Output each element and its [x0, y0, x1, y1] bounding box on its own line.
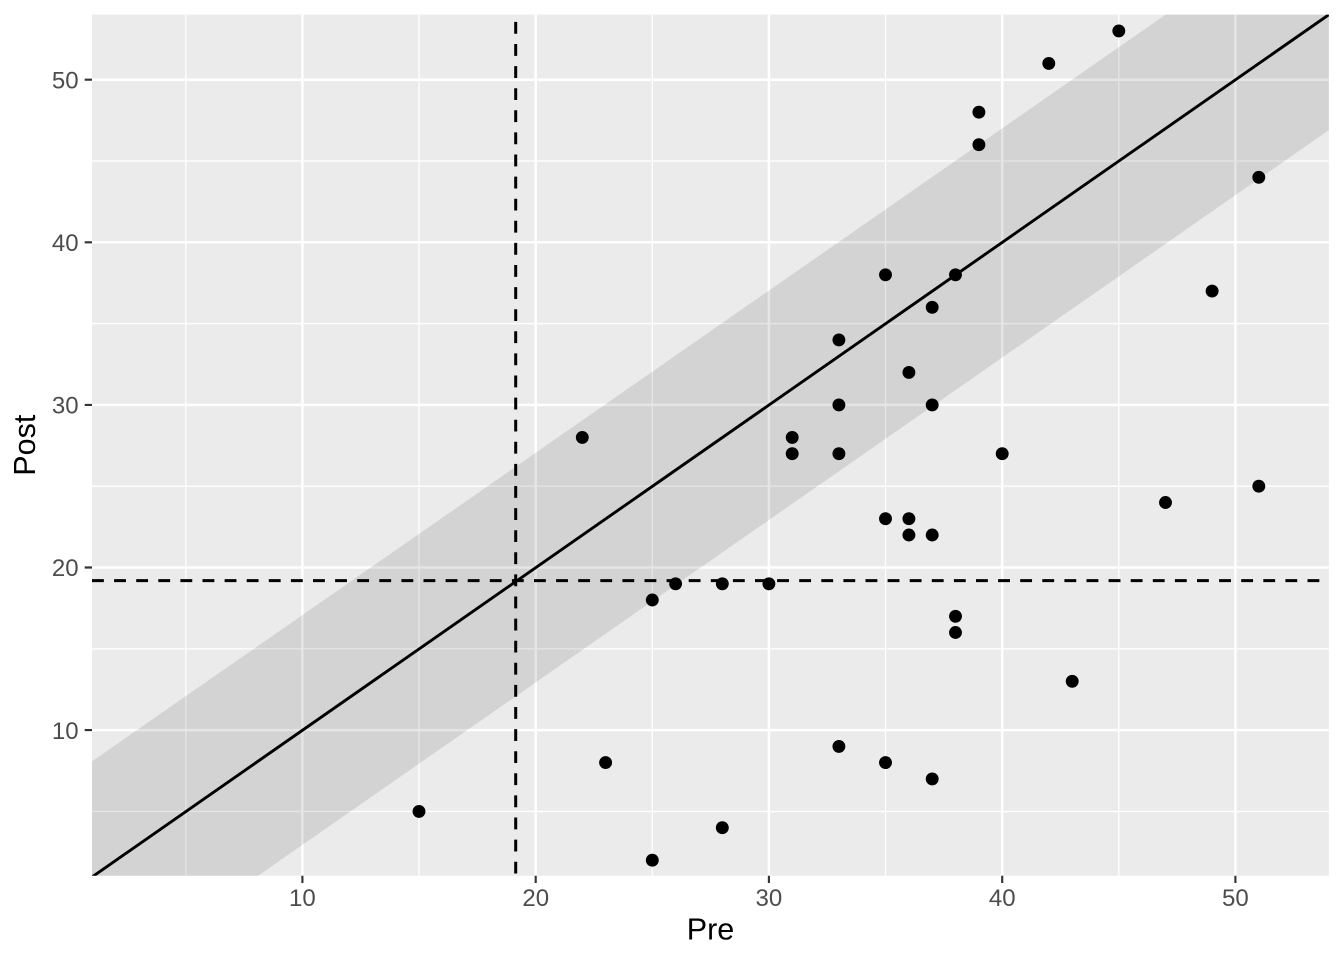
svg-text:30: 30: [756, 885, 783, 912]
svg-text:50: 50: [1222, 885, 1249, 912]
svg-text:40: 40: [989, 885, 1016, 912]
svg-text:10: 10: [289, 885, 316, 912]
svg-text:40: 40: [52, 230, 79, 257]
svg-text:50: 50: [52, 67, 79, 94]
svg-text:Post: Post: [8, 414, 42, 476]
svg-text:10: 10: [52, 718, 79, 745]
svg-text:20: 20: [522, 885, 549, 912]
svg-text:Pre: Pre: [687, 913, 734, 947]
svg-text:30: 30: [52, 393, 79, 420]
svg-text:20: 20: [52, 555, 79, 582]
